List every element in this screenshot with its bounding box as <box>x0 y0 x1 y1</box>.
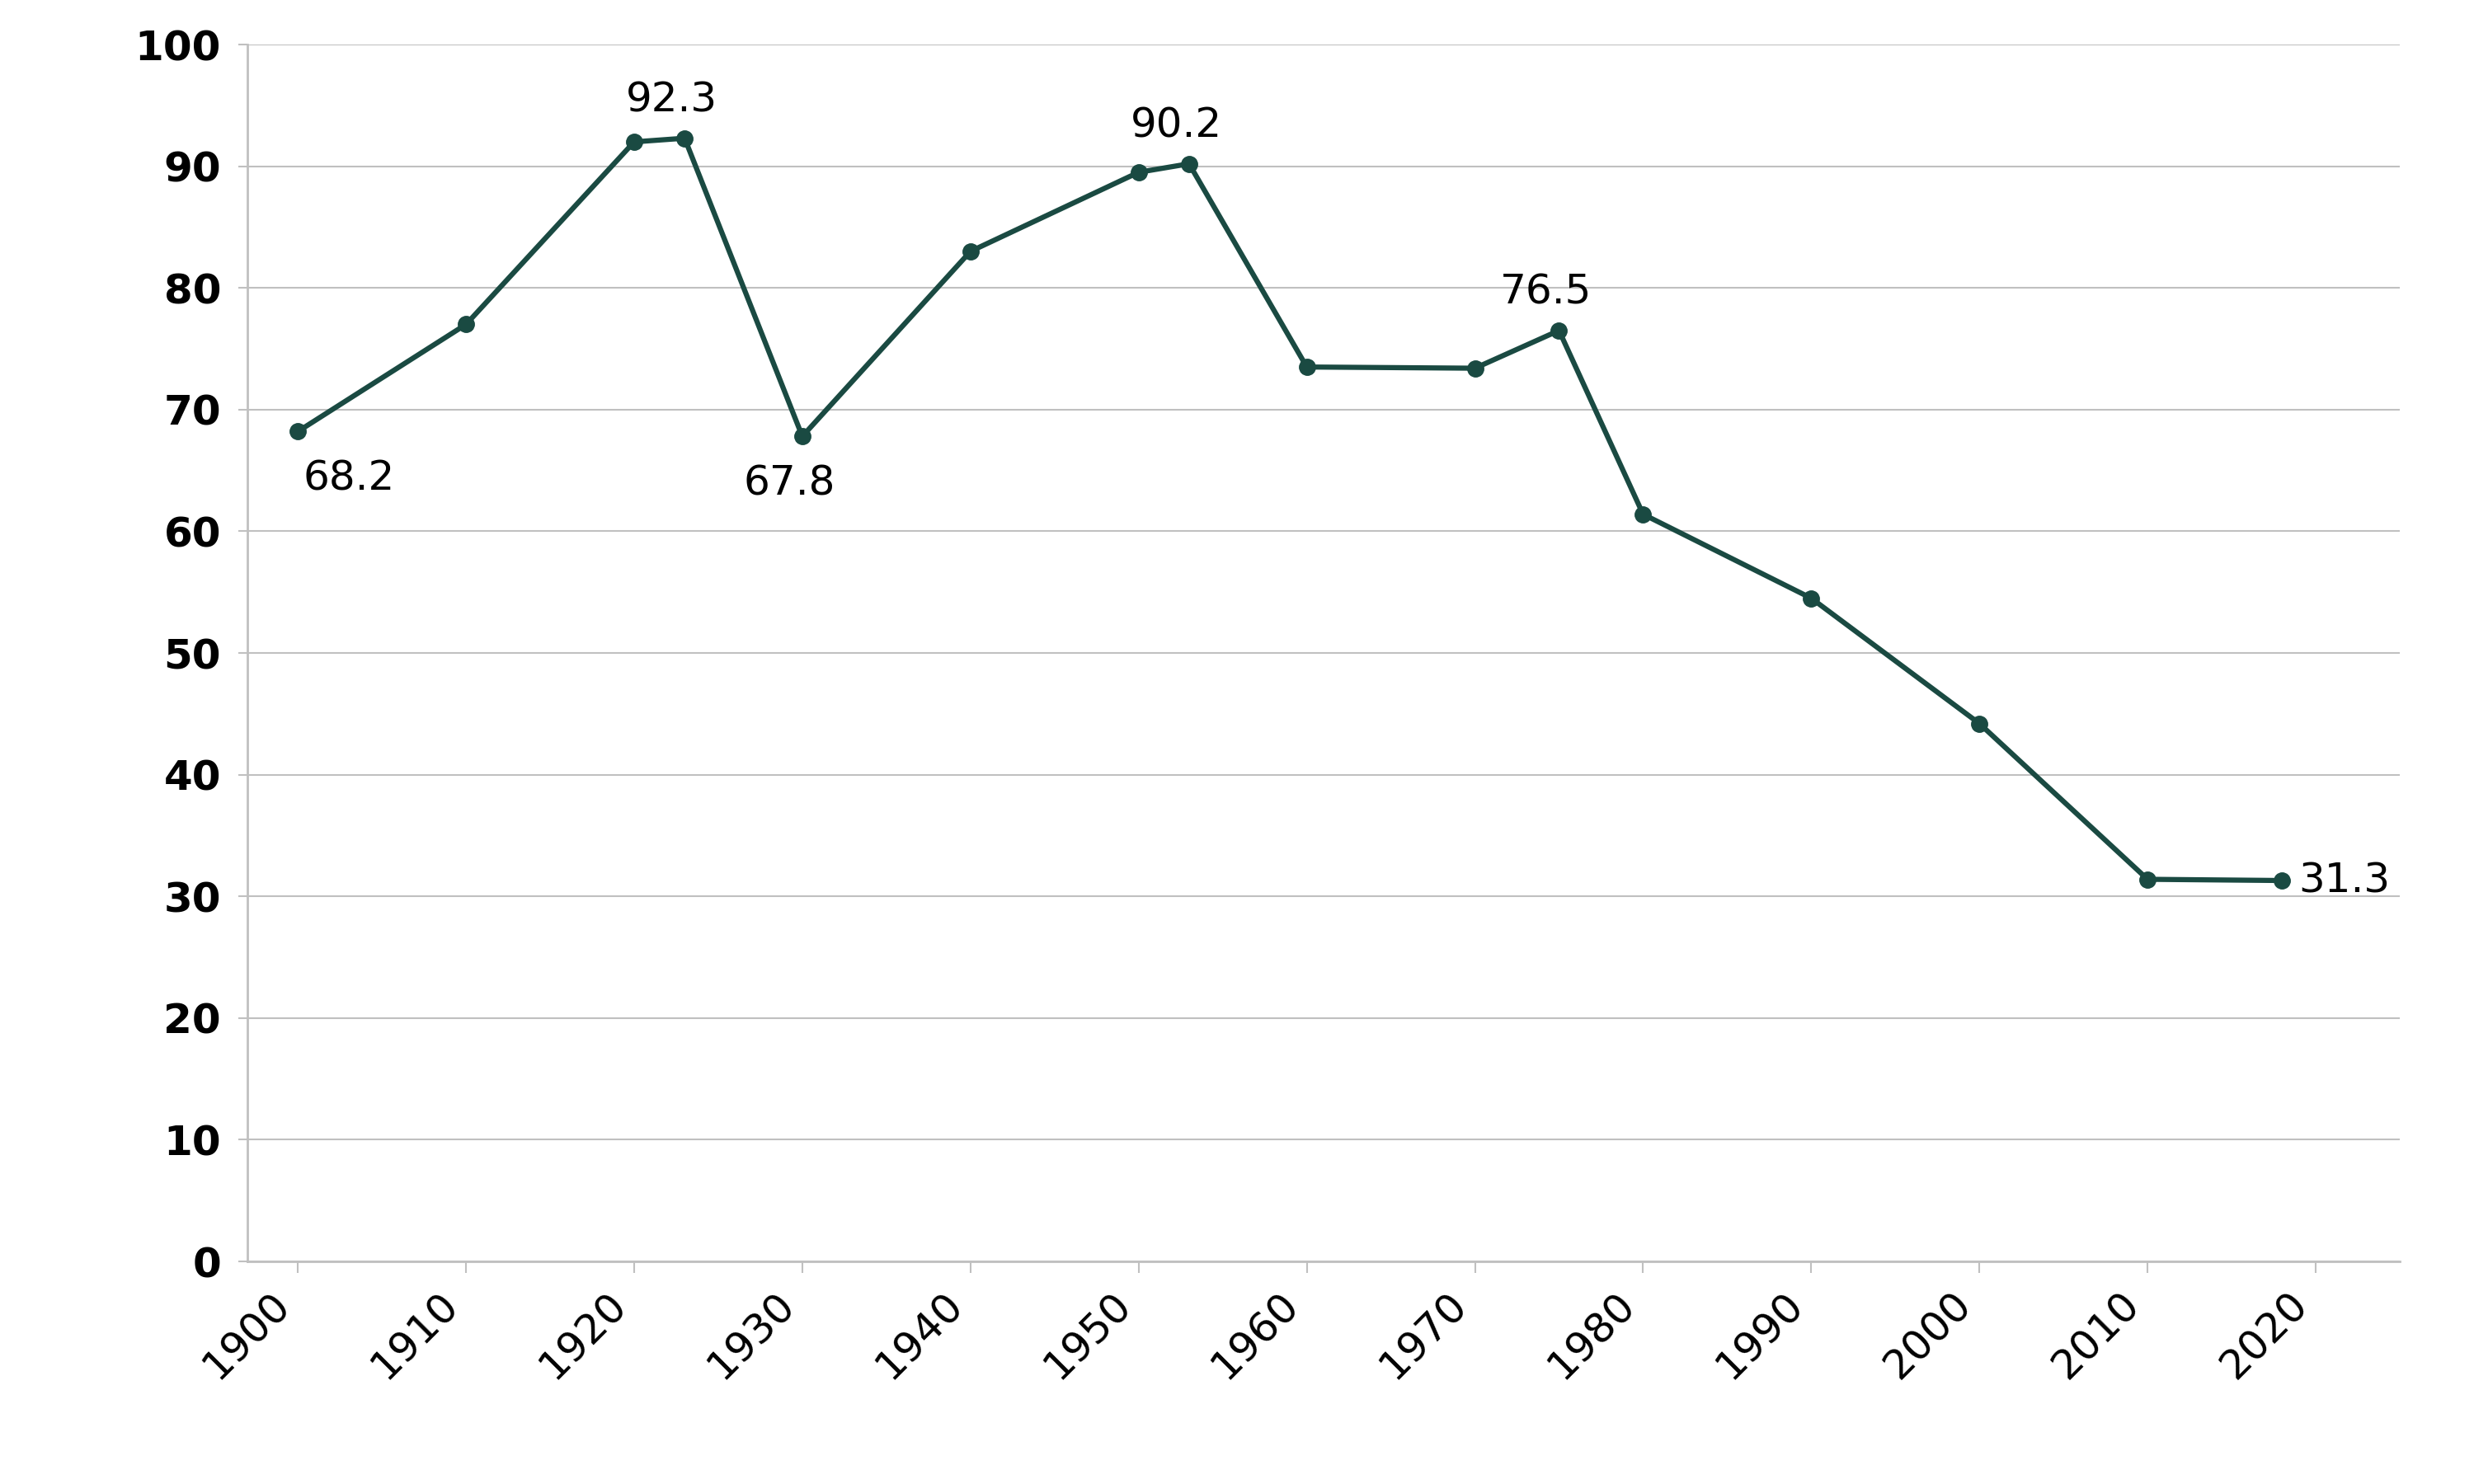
Text: 31.3: 31.3 <box>2298 861 2390 901</box>
Text: 90.2: 90.2 <box>1131 105 1222 145</box>
Text: 76.5: 76.5 <box>1499 273 1591 312</box>
Text: 67.8: 67.8 <box>745 463 836 503</box>
Text: 92.3: 92.3 <box>626 80 717 120</box>
Text: 68.2: 68.2 <box>302 459 396 499</box>
